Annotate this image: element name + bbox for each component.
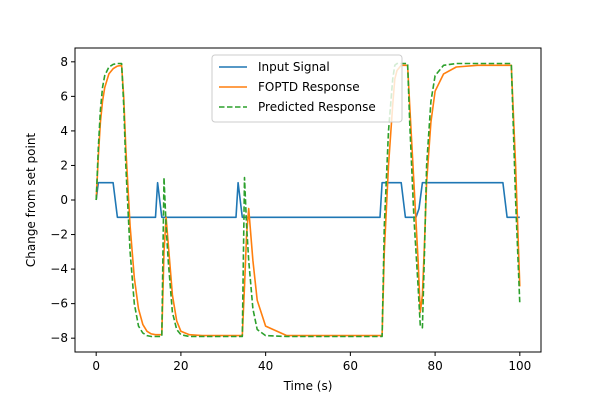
legend: Input Signal FOPTD Response Predicted Resp… [211,54,403,123]
y-tick-label: 8 [60,55,68,69]
y-tick-label: 0 [60,193,68,207]
legend-box [211,54,403,123]
x-tick-label: 80 [427,359,442,373]
y-tick-label: 4 [60,124,68,138]
x-tick-label: 100 [508,359,531,373]
x-tick-label: 60 [343,359,358,373]
series-line-1 [95,181,520,219]
y-tick-label: −6 [50,297,68,311]
series-layer [95,62,521,338]
x-axis-label: Time (s) [283,379,333,393]
x-tick-label: 40 [258,359,273,373]
y-tick-label: 2 [60,158,68,172]
legend-label-1: Input Signal [258,60,330,74]
y-axis: −8 −6 −4 −2 0 2 4 6 8 [50,55,75,345]
legend-label-3: Predicted Response [258,100,376,114]
legend-label-2: FOPTD Response [258,80,360,94]
y-tick-label: 6 [60,89,68,103]
series-line-3 [95,62,521,338]
x-tick-label: 0 [92,359,100,373]
y-tick-label: −4 [50,262,68,276]
y-axis-label: Change from set point [24,133,38,268]
y-tick-label: −2 [50,228,68,242]
x-axis: 0 20 40 60 80 100 [92,352,531,373]
x-tick-label: 20 [173,359,188,373]
y-tick-label: −8 [50,331,68,345]
